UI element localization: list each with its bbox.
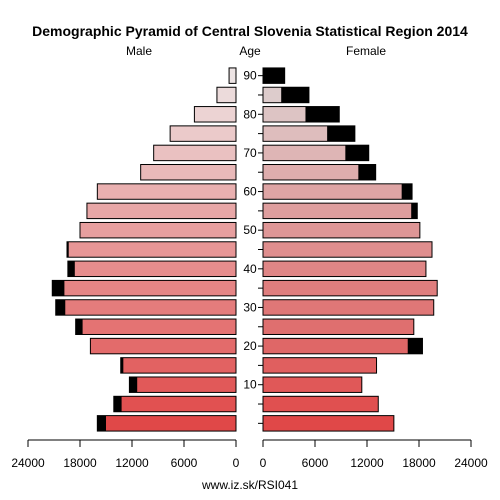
age-tick-label: 50 [243, 223, 257, 237]
female-excess-90+ [263, 67, 285, 84]
male-x-tick-label: 12000 [115, 456, 149, 470]
pyramid-axes: 24000 24000 18000 18000 12000 12000 6000 6000 0 0… [11, 69, 488, 470]
female-excess-80-84 [305, 106, 340, 123]
male-bar-30-34 [55, 299, 237, 316]
female-excess-85-89 [281, 87, 309, 103]
female-bar-40-44 [262, 260, 427, 278]
female-label: Female [346, 44, 386, 58]
female-x-tick-label: 18000 [402, 456, 436, 470]
male-excess-40-44 [67, 261, 75, 277]
age-tick-label: 40 [243, 262, 257, 276]
female-x-tick-label: 6000 [302, 456, 329, 470]
male-excess-45-49 [67, 241, 69, 258]
female-x-tick-label: 24000 [454, 456, 488, 470]
male-bar-10-14 [128, 376, 237, 393]
male-excess-30-34 [55, 299, 66, 316]
male-bar-70-74 [153, 144, 237, 162]
female-excess-55-59 [411, 203, 418, 219]
female-bar-50-54 [262, 221, 421, 239]
male-excess-0-4 [97, 415, 106, 432]
male-x-tick-label: 6000 [171, 456, 198, 470]
age-tick-label: 10 [243, 378, 257, 392]
male-bar-75-79 [169, 125, 237, 142]
age-tick-label: 80 [243, 107, 257, 121]
male-label: Male [126, 44, 152, 58]
male-bar-5-9 [113, 395, 237, 413]
male-x-tick-label: 24000 [11, 456, 45, 470]
male-bar-80-84 [193, 106, 237, 123]
male-x-tick-label: 18000 [63, 456, 97, 470]
male-bar-60-64 [96, 183, 237, 200]
female-bar-35-39 [262, 279, 438, 297]
female-bar-0-4 [262, 415, 395, 432]
age-tick-label: 90 [243, 69, 257, 83]
male-excess-15-19 [120, 357, 124, 374]
male-bar-85-89 [216, 86, 237, 104]
chart-footer: www.iz.sk/RSI041 [201, 478, 298, 492]
male-excess-35-39 [52, 280, 65, 296]
male-bar-45-49 [66, 241, 237, 258]
age-tick-label: 60 [243, 185, 257, 199]
male-bar-90+ [228, 67, 237, 84]
female-x-tick-label: 12000 [350, 456, 384, 470]
female-bar-55-59 [262, 202, 418, 220]
male-bar-65-69 [140, 164, 237, 181]
female-excess-70-74 [345, 145, 369, 161]
female-bar-60-64 [262, 183, 413, 200]
female-excess-20-24 [407, 338, 423, 354]
male-bar-20-24 [89, 337, 237, 355]
age-tick-label: 20 [243, 339, 257, 353]
age-tick-label: 30 [243, 300, 257, 314]
age-label: Age [239, 44, 261, 58]
male-bar-15-19 [120, 357, 237, 374]
female-bar-10-14 [262, 376, 363, 393]
female-excess-75-79 [327, 125, 355, 142]
male-excess-25-29 [75, 319, 83, 335]
male-excess-10-14 [129, 376, 138, 393]
male-bar-55-59 [86, 202, 237, 220]
female-excess-60-64 [401, 183, 413, 200]
female-bar-25-29 [262, 318, 415, 335]
male-bar-25-29 [75, 318, 237, 335]
female-excess-65-69 [358, 164, 376, 180]
female-bar-20-24 [262, 337, 423, 355]
male-x-tick-label: 0 [233, 456, 240, 470]
female-bar-5-9 [262, 395, 379, 413]
male-bar-40-44 [67, 260, 237, 278]
age-tick-label: 70 [243, 146, 257, 160]
female-bar-30-34 [262, 299, 435, 316]
female-x-tick-label: 0 [260, 456, 267, 470]
male-bar-35-39 [51, 279, 237, 297]
male-bar-0-4 [96, 415, 237, 432]
male-bar-50-54 [79, 221, 237, 239]
female-bar-15-19 [262, 357, 378, 374]
chart-title: Demographic Pyramid of Central Slovenia … [32, 23, 468, 39]
female-bar-45-49 [262, 241, 433, 258]
pyramid-bars [51, 67, 438, 432]
male-excess-5-9 [113, 396, 122, 412]
